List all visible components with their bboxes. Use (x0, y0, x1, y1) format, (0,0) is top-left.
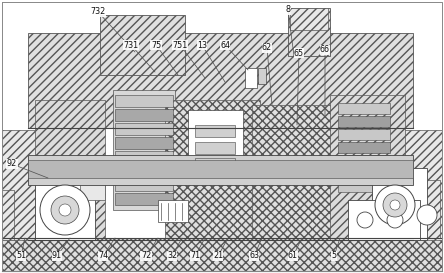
Text: 5: 5 (331, 251, 337, 260)
Bar (35, 100, 105, 238)
Bar (115, 137, 173, 149)
Bar (245, 68, 257, 88)
Bar (115, 109, 173, 121)
Text: 751: 751 (172, 40, 188, 49)
Bar (28, 155, 413, 185)
Bar (35, 175, 95, 240)
Bar (113, 90, 175, 210)
Bar (158, 200, 188, 222)
Text: 75: 75 (151, 40, 161, 49)
Circle shape (390, 200, 400, 210)
Text: 32: 32 (167, 251, 177, 260)
Bar (415, 180, 440, 238)
Circle shape (357, 212, 373, 228)
Text: 51: 51 (16, 251, 26, 260)
Circle shape (387, 212, 403, 228)
Bar (348, 200, 420, 240)
Text: 62: 62 (262, 43, 272, 52)
Bar (338, 129, 390, 140)
Bar (195, 158, 235, 168)
Bar (115, 179, 173, 191)
Bar (188, 110, 243, 180)
Bar (338, 103, 390, 114)
Text: 732: 732 (91, 7, 106, 16)
Circle shape (417, 205, 437, 225)
Circle shape (51, 196, 79, 224)
Text: 91: 91 (52, 251, 62, 260)
Bar (100, 15, 185, 75)
Text: 66: 66 (320, 46, 330, 55)
Bar (195, 125, 235, 137)
Bar (338, 142, 390, 153)
Bar (338, 155, 390, 166)
Text: 8: 8 (285, 5, 290, 14)
Bar (165, 100, 260, 240)
Bar (115, 151, 173, 163)
Text: 92: 92 (7, 159, 17, 168)
Text: 64: 64 (220, 40, 230, 49)
Bar (258, 68, 266, 84)
Bar (115, 123, 173, 135)
Text: 63: 63 (249, 251, 259, 260)
Circle shape (383, 193, 407, 217)
Text: 13: 13 (197, 40, 207, 49)
Bar (400, 130, 442, 240)
Bar (252, 105, 332, 240)
Bar (80, 155, 105, 200)
Circle shape (59, 204, 71, 216)
Bar (115, 95, 173, 107)
Text: 21: 21 (213, 251, 223, 260)
Bar (338, 181, 390, 192)
Bar (115, 193, 173, 205)
Bar (195, 142, 235, 154)
Text: 72: 72 (141, 251, 151, 260)
Bar (2, 130, 37, 240)
Bar (290, 8, 328, 30)
Bar (338, 116, 390, 127)
Bar (2, 238, 442, 271)
Bar (2, 190, 14, 240)
Bar (288, 8, 330, 56)
Bar (338, 168, 390, 179)
Text: 731: 731 (123, 40, 139, 49)
Text: 61: 61 (288, 251, 298, 260)
Bar (115, 165, 173, 177)
Bar (28, 160, 413, 178)
Text: 65: 65 (294, 49, 304, 58)
Bar (28, 33, 413, 128)
Circle shape (40, 185, 90, 235)
Circle shape (375, 185, 415, 225)
Bar (330, 95, 405, 240)
Bar (372, 168, 427, 240)
Text: 71: 71 (190, 251, 200, 260)
Text: 74: 74 (98, 251, 108, 260)
